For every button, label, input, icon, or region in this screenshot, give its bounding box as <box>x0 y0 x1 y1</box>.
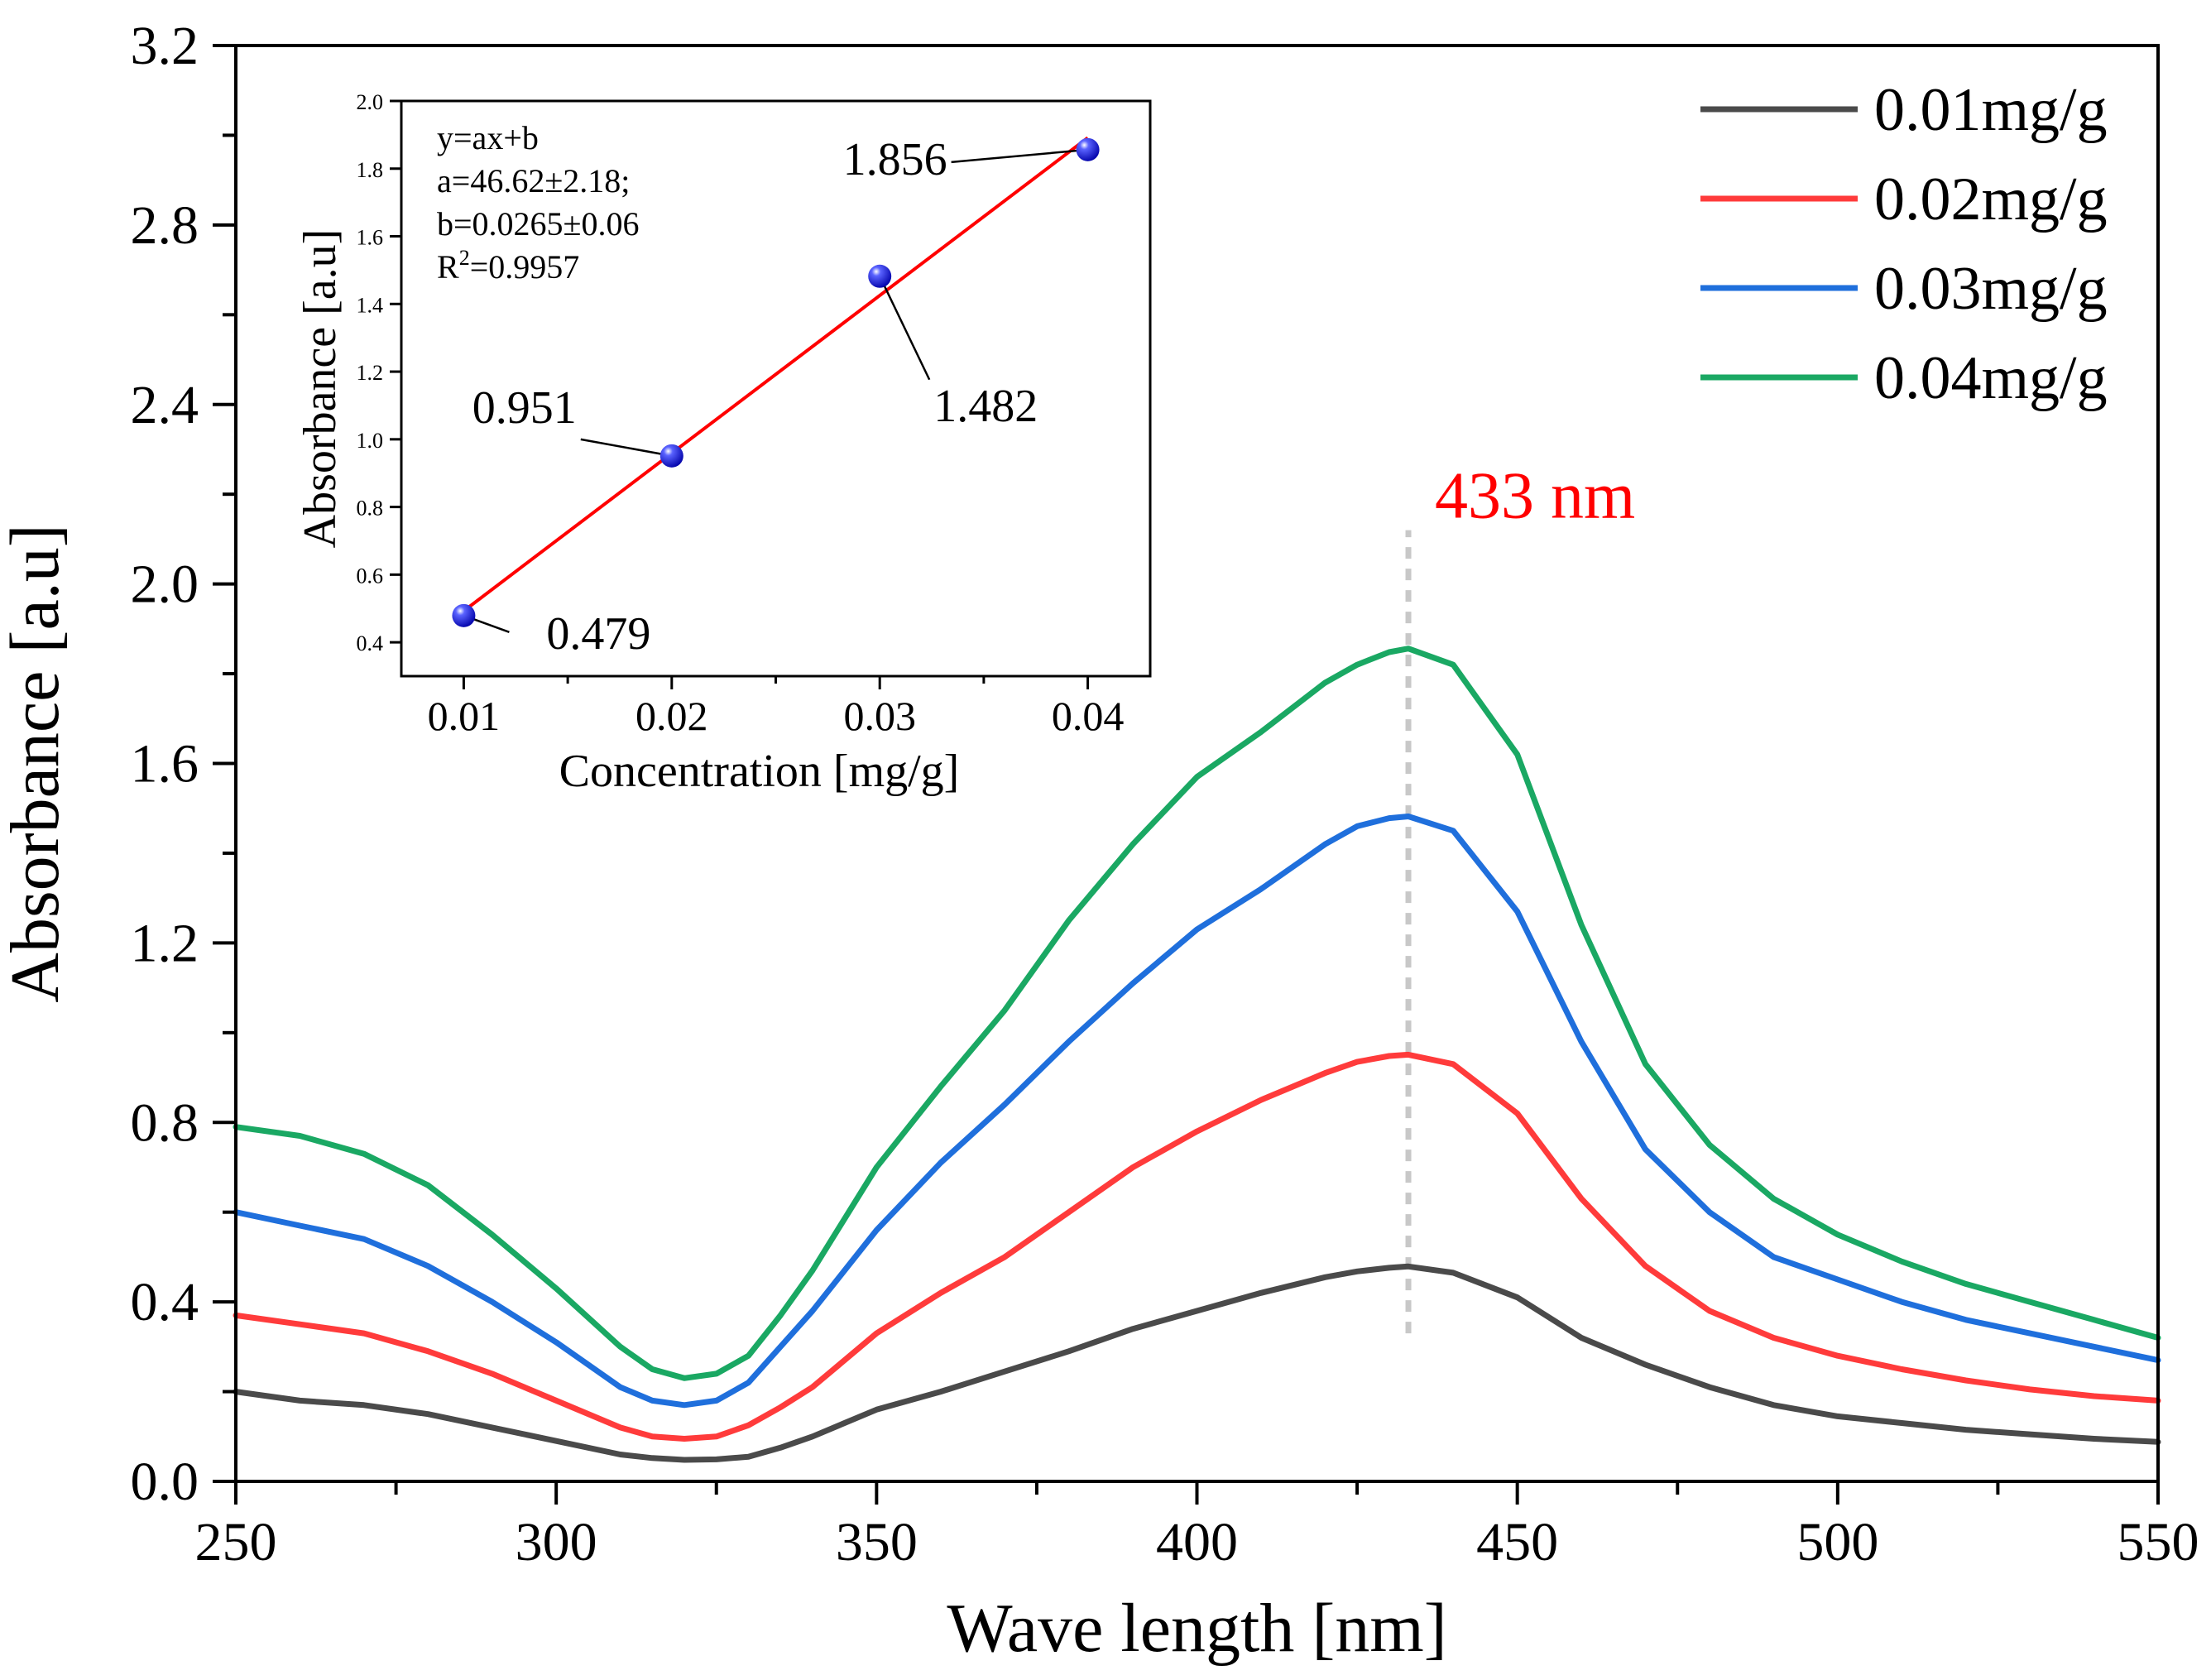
inset-data-point <box>1076 137 1100 161</box>
inset-x-tick-label: 0.04 <box>1052 693 1125 739</box>
inset-fit-line <box>463 136 1089 612</box>
fit-equation-text: y=ax+b a=46.62±2.18; b=0.0265±0.06 R2=0.… <box>437 119 640 286</box>
main-series-group <box>233 646 2161 1463</box>
legend-label-3: 0.03mg/g <box>1874 255 2108 323</box>
r-squared-prefix: R <box>437 248 459 286</box>
fit-r-squared-line: R2=0.9957 <box>437 246 579 286</box>
x-tick-label: 450 <box>1476 1512 1558 1572</box>
main-y-axis-label: Absorbance [a.u] <box>0 524 74 1002</box>
r-squared-value: =0.9957 <box>470 248 580 286</box>
inset-x-tick-label: 0.02 <box>635 693 708 739</box>
inset-y-tick-label: 0.6 <box>357 564 384 588</box>
y-tick-label: 2.0 <box>131 554 199 615</box>
peak-annotation-label: 433 nm <box>1435 460 1635 533</box>
inset-point-label: 1.482 <box>933 381 1038 432</box>
x-tick-label: 250 <box>195 1512 277 1572</box>
main-plot: 250 300 350 400 450 500 550 0.0 0.4 0.8 1.2 1.6 2.0… <box>0 16 2199 1667</box>
inset-point-leader <box>580 438 673 458</box>
main-y-ticks: 0.0 0.4 0.8 1.2 1.6 2.0 2.4 2.8 3.2 <box>131 16 236 1512</box>
y-tick-label: 0.8 <box>131 1092 199 1153</box>
inset-point-label: 1.856 <box>843 134 947 185</box>
inset-y-tick-label: 1.8 <box>357 158 384 182</box>
y-tick-label: 1.6 <box>131 734 199 794</box>
inset-y-ticks: 0.4 0.6 0.8 1.0 1.2 1.4 1.6 1.8 2.0 <box>357 90 401 655</box>
inset-data-point <box>868 264 892 288</box>
series-line-2 <box>233 1051 2161 1442</box>
inset-y-tick-label: 0.4 <box>357 631 384 655</box>
inset-y-axis-label: Absorbance [a.u] <box>295 229 346 549</box>
series-line-1 <box>233 1263 2161 1463</box>
y-tick-label: 2.4 <box>131 375 199 435</box>
y-tick-label: 3.2 <box>131 16 199 76</box>
fit-intercept-line: b=0.0265±0.06 <box>437 205 640 242</box>
x-tick-label: 350 <box>836 1512 918 1572</box>
y-tick-label: 1.2 <box>131 913 199 973</box>
inset-data-point <box>452 603 476 627</box>
main-x-ticks: 250 300 350 400 450 500 550 <box>195 1481 2199 1572</box>
inset-y-tick-label: 1.4 <box>357 293 384 317</box>
inset-point-leader <box>951 148 1088 164</box>
inset-x-tick-label: 0.01 <box>428 693 501 739</box>
inset-y-tick-label: 1.0 <box>357 429 384 453</box>
legend-label-2: 0.02mg/g <box>1874 166 2108 233</box>
x-tick-label: 550 <box>2117 1512 2199 1572</box>
inset-y-tick-label: 0.8 <box>357 497 384 521</box>
inset-point-label: 0.479 <box>546 608 650 660</box>
inset-y-tick-label: 1.6 <box>357 226 384 250</box>
x-tick-label: 500 <box>1796 1512 1878 1572</box>
fit-slope-line: a=46.62±2.18; <box>437 162 630 199</box>
inset-data-point <box>659 444 683 468</box>
inset-x-axis-label: Concentration [mg/g] <box>559 746 960 797</box>
inset-y-tick-label: 1.2 <box>357 361 384 385</box>
inset-point-leader <box>879 276 931 381</box>
inset-point-label: 0.951 <box>472 382 577 434</box>
inset-points-group: 0.479 0.951 1.482 1.856 <box>452 134 1100 660</box>
inset-x-tick-label: 0.03 <box>843 693 916 739</box>
inset-x-ticks: 0.01 0.02 0.03 0.04 <box>428 676 1125 739</box>
series-line-3 <box>233 814 2161 1409</box>
x-tick-label: 300 <box>516 1512 597 1572</box>
fit-equation-line: y=ax+b <box>437 119 539 156</box>
main-x-axis-label: Wave length [nm] <box>947 1590 1446 1667</box>
series-line-4 <box>233 646 2161 1381</box>
y-tick-label: 2.8 <box>131 195 199 256</box>
x-tick-label: 400 <box>1156 1512 1238 1572</box>
legend-label-4: 0.04mg/g <box>1874 344 2108 412</box>
r-squared-superscript: 2 <box>459 246 470 270</box>
legend: 0.01mg/g 0.02mg/g 0.03mg/g 0.04mg/g <box>1700 76 2108 412</box>
inset-calibration-plot: 0.479 0.951 1.482 1.856 0.01 0.02 0.03 0.04 0.… <box>295 90 1152 797</box>
y-tick-label: 0.0 <box>131 1452 199 1512</box>
y-tick-label: 0.4 <box>131 1272 199 1332</box>
inset-y-tick-label: 2.0 <box>357 90 384 114</box>
legend-label-1: 0.01mg/g <box>1874 76 2108 144</box>
